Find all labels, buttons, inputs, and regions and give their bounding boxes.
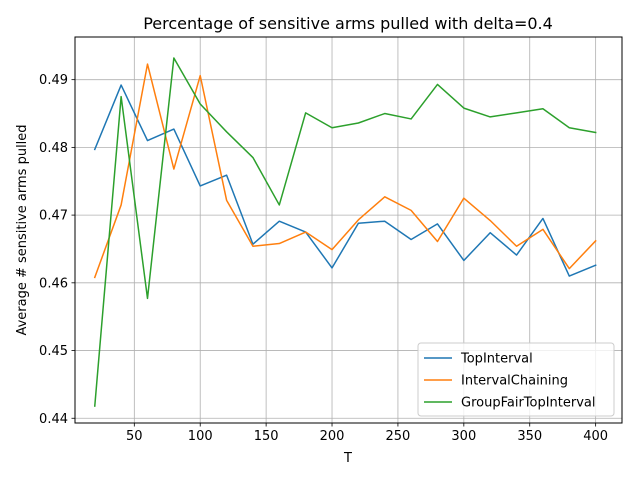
- legend-label: TopInterval: [460, 352, 533, 367]
- y-axis-label: Average # sensitive arms pulled: [15, 124, 30, 335]
- axis-ticks: 50 100 150 200 250 300 350 400 0.44 0.45 0.46 0.47 0…: [39, 73, 608, 444]
- x-tick-label: 100: [188, 429, 213, 444]
- legend-label: IntervalChaining: [461, 374, 568, 389]
- x-tick-label: 150: [254, 429, 279, 444]
- x-tick-label: 300: [451, 429, 476, 444]
- legend-label: GroupFairTopInterval: [461, 396, 596, 411]
- series-lines: [93, 57, 597, 407]
- y-tick-label: 0.45: [39, 344, 68, 359]
- x-axis-label: T: [343, 451, 352, 466]
- y-tick-label: 0.49: [39, 73, 68, 88]
- x-tick-label: 250: [386, 429, 411, 444]
- y-tick-label: 0.47: [39, 209, 68, 224]
- x-tick-label: 350: [517, 429, 542, 444]
- series-line-intervalchaining: [93, 63, 597, 279]
- series-line-topinterval: [93, 84, 597, 277]
- legend: TopInterval IntervalChaining GroupFairTopI…: [417, 342, 615, 417]
- y-tick-label: 0.44: [39, 412, 68, 427]
- legend-box: [417, 342, 615, 417]
- x-tick-label: 400: [583, 429, 608, 444]
- chart-title: Percentage of sensitive arms pulled with…: [143, 14, 553, 33]
- plot-area-frame: [74, 36, 623, 424]
- y-tick-label: 0.48: [39, 141, 68, 156]
- x-tick-label: 50: [126, 429, 143, 444]
- x-tick-label: 200: [320, 429, 345, 444]
- y-tick-label: 0.46: [39, 276, 68, 291]
- series-line-groupfairtopinterval: [93, 57, 597, 407]
